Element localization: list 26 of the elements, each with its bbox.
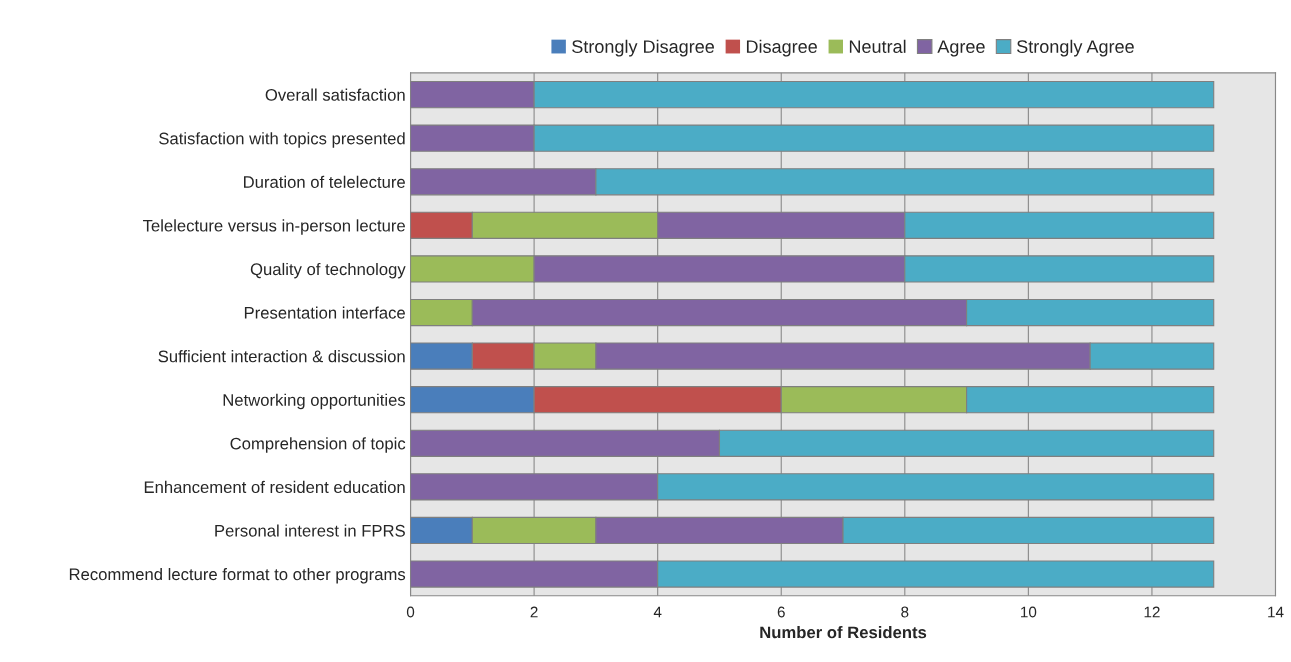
legend-label: Agree (937, 40, 985, 57)
x-tick-label: 10 (1021, 606, 1037, 618)
y-tick-label: Duration of telelecture (244, 175, 405, 188)
y-tick-label: Overall satisfaction (265, 88, 405, 101)
legend-label: Strongly Agree (1017, 39, 1134, 57)
x-axis-title: Number of Residents (760, 626, 927, 639)
x-tick-label: 12 (1144, 606, 1160, 618)
x-tick-label: 14 (1268, 606, 1284, 618)
y-tick-label: Recommend lecture format to other programs (69, 567, 406, 584)
legend-label: Strongly Disagree (572, 39, 714, 57)
y-tick-label: Enhancement of resident education (144, 480, 405, 494)
y-tick-label: Networking opportunities (223, 393, 406, 410)
x-tick-label: 4 (653, 606, 662, 618)
legend-label: Neutral (849, 39, 906, 53)
x-tick-label: 2 (530, 606, 538, 618)
x-tick-label: 6 (777, 606, 785, 618)
x-tick-label: 8 (901, 606, 909, 618)
x-tick-label: 0 (406, 606, 415, 618)
y-tick-label: Quality of technology (250, 262, 406, 279)
y-tick-label: Comprehension of topic (230, 437, 406, 453)
y-tick-label: Satisfaction with topics presented (159, 132, 405, 148)
legend-label: Disagree (746, 39, 817, 57)
y-tick-label: Sufficient interaction & discussion (158, 350, 405, 363)
y-tick-label: Personal interest in FPRS (215, 524, 405, 537)
y-tick-label: Telelecture versus in-person lecture (142, 219, 405, 235)
y-tick-label: Presentation interface (244, 306, 405, 319)
